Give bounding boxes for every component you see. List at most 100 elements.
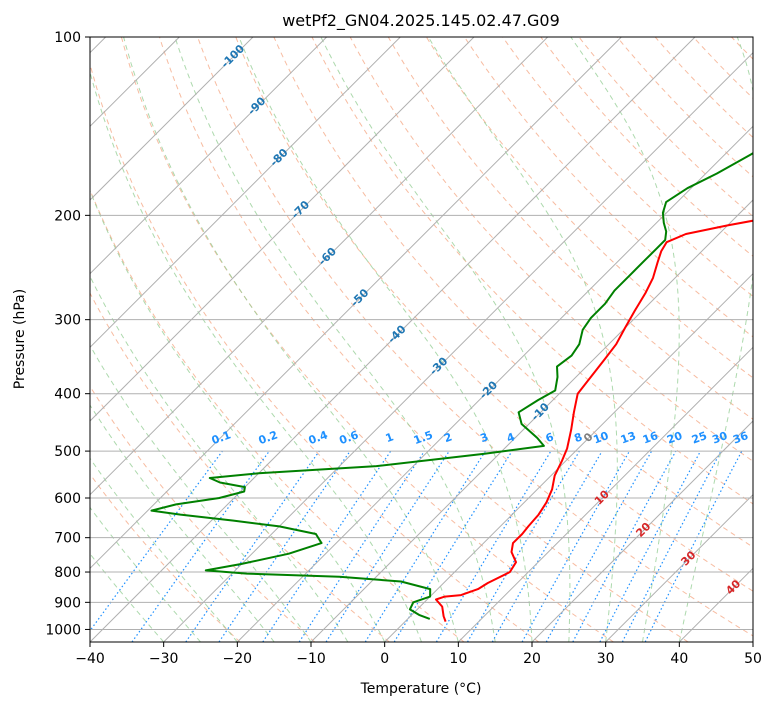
y-tick-label: 800 bbox=[54, 565, 81, 581]
x-tick-label: 30 bbox=[597, 651, 615, 667]
mixing-ratio-label: 20 bbox=[665, 429, 684, 447]
y-axis-title: Pressure (hPa) bbox=[12, 289, 28, 389]
moist-adiabat bbox=[90, 189, 386, 642]
dry-adiabat bbox=[425, 37, 753, 379]
mixing-ratio-label: 2 bbox=[442, 430, 454, 445]
dry-adiabat bbox=[90, 292, 390, 642]
mixing-ratio-line bbox=[262, 450, 392, 642]
mixing-ratio-label: 30 bbox=[710, 429, 729, 447]
isotherm-line bbox=[90, 37, 549, 496]
x-axis-title: Temperature (°C) bbox=[360, 681, 482, 697]
moist-adiabat bbox=[570, 37, 680, 642]
dry-adiabat bbox=[159, 37, 689, 642]
dry-adiabat bbox=[311, 37, 753, 505]
isotherm-line bbox=[90, 37, 254, 201]
x-tick-label: 40 bbox=[670, 651, 688, 667]
y-tick-label: 500 bbox=[54, 444, 81, 460]
y-tick-label: 900 bbox=[54, 595, 81, 611]
mixing-ratio-label: 10 bbox=[592, 429, 611, 447]
y-tick-label: 300 bbox=[54, 313, 81, 329]
y-tick-label: 700 bbox=[54, 531, 81, 547]
dry-adiabat bbox=[692, 37, 753, 99]
mixing-ratio-line bbox=[393, 450, 513, 642]
dry-adiabat bbox=[770, 37, 775, 642]
mixing-ratio-line bbox=[325, 450, 450, 642]
dry-adiabat bbox=[654, 37, 753, 139]
grid-lines bbox=[90, 37, 753, 642]
x-tick-label: 10 bbox=[449, 651, 467, 667]
dry-adiabat bbox=[90, 385, 316, 642]
mixing-ratio-line bbox=[185, 450, 320, 642]
isotherm-line bbox=[90, 37, 328, 275]
y-tick-label: 600 bbox=[54, 491, 81, 507]
mixing-ratio-line bbox=[466, 450, 580, 642]
dry-adiabat bbox=[90, 62, 540, 642]
x-tick-label: 20 bbox=[523, 651, 541, 667]
isotherm-line bbox=[457, 346, 753, 642]
isotherm-line bbox=[384, 272, 753, 642]
dry-adiabat bbox=[90, 188, 465, 642]
dry-adiabat bbox=[387, 37, 753, 420]
moist-adiabat bbox=[238, 37, 533, 642]
mixing-ratio-label: 0.1 bbox=[210, 428, 233, 447]
mixing-ratio-label: 25 bbox=[690, 429, 709, 446]
temperature-line bbox=[435, 219, 753, 622]
x-tick-label: 50 bbox=[744, 651, 762, 667]
y-tick-label: 200 bbox=[54, 208, 81, 224]
x-tick-label: −30 bbox=[149, 651, 179, 667]
moist-adiabat bbox=[90, 344, 312, 642]
y-tick-label: 100 bbox=[54, 30, 81, 46]
mixing-ratio-line bbox=[545, 450, 653, 642]
mixing-ratio-line bbox=[364, 450, 486, 642]
mixing-ratio-label: 13 bbox=[619, 429, 638, 446]
moist-adiabat bbox=[320, 37, 571, 642]
mixing-ratio-label: 8 bbox=[572, 430, 584, 445]
series-lines bbox=[150, 152, 753, 622]
mixing-ratio-line bbox=[621, 450, 722, 642]
isotherm-line bbox=[90, 37, 401, 349]
mixing-ratio-label: 0.4 bbox=[307, 428, 330, 447]
x-axis-ticks: −40 −30 −20 −10 0 10 20 30 40 50 bbox=[75, 642, 762, 667]
y-tick-label: 400 bbox=[54, 387, 81, 403]
moist-adiabat bbox=[123, 37, 459, 642]
mixing-ratio-label: 0.6 bbox=[338, 428, 361, 447]
mixing-ratio-line bbox=[218, 450, 351, 642]
isotherm-line bbox=[605, 493, 753, 642]
x-tick-label: −40 bbox=[75, 651, 105, 667]
mixing-ratio-line bbox=[521, 450, 631, 642]
isotherm-line bbox=[531, 420, 753, 642]
dry-adiabat bbox=[349, 37, 753, 462]
x-tick-label: −10 bbox=[296, 651, 326, 667]
y-axis-ticks: 100 200 300 400 500 600 700 800 900 1000 bbox=[45, 30, 90, 638]
mixing-ratio-label: 6 bbox=[544, 430, 556, 445]
dewpoint-line bbox=[150, 152, 753, 620]
mixing-ratio-label: 1 bbox=[384, 430, 396, 445]
dry-adiabat bbox=[90, 473, 241, 642]
mixing-ratio-label: 16 bbox=[641, 429, 660, 447]
x-tick-label: 0 bbox=[380, 651, 389, 667]
moist-adiabat bbox=[90, 70, 422, 642]
dry-adiabat bbox=[235, 37, 753, 592]
isotherm-line bbox=[90, 37, 622, 570]
moist-adiabat bbox=[678, 37, 753, 642]
mixing-ratio-line bbox=[572, 450, 677, 642]
moist-adiabat bbox=[427, 37, 618, 642]
isotherm-line bbox=[163, 51, 753, 642]
mixing-ratio-label: 0.2 bbox=[257, 428, 280, 447]
mixing-ratio-label: 36 bbox=[731, 429, 750, 447]
mixing-ratio-line bbox=[131, 450, 270, 642]
x-tick-label: −20 bbox=[223, 651, 253, 667]
isotherm-line bbox=[752, 641, 753, 642]
mixing-ratio-line bbox=[90, 450, 223, 632]
moist-adiabat bbox=[90, 506, 201, 642]
dry-adiabat bbox=[197, 37, 753, 637]
moist-adiabat bbox=[90, 404, 275, 642]
moist-adiabat bbox=[90, 457, 238, 642]
chart-title: wetPf2_GN04.2025.145.02.47.G09 bbox=[282, 11, 560, 31]
isotherm-line bbox=[310, 199, 753, 642]
mixing-ratio-label: 4 bbox=[505, 430, 517, 445]
plot-frame bbox=[89, 36, 754, 643]
dry-adiabat bbox=[578, 37, 753, 218]
mixing-ratio-label: 1.5 bbox=[412, 428, 435, 447]
isotherm-line bbox=[678, 567, 753, 642]
